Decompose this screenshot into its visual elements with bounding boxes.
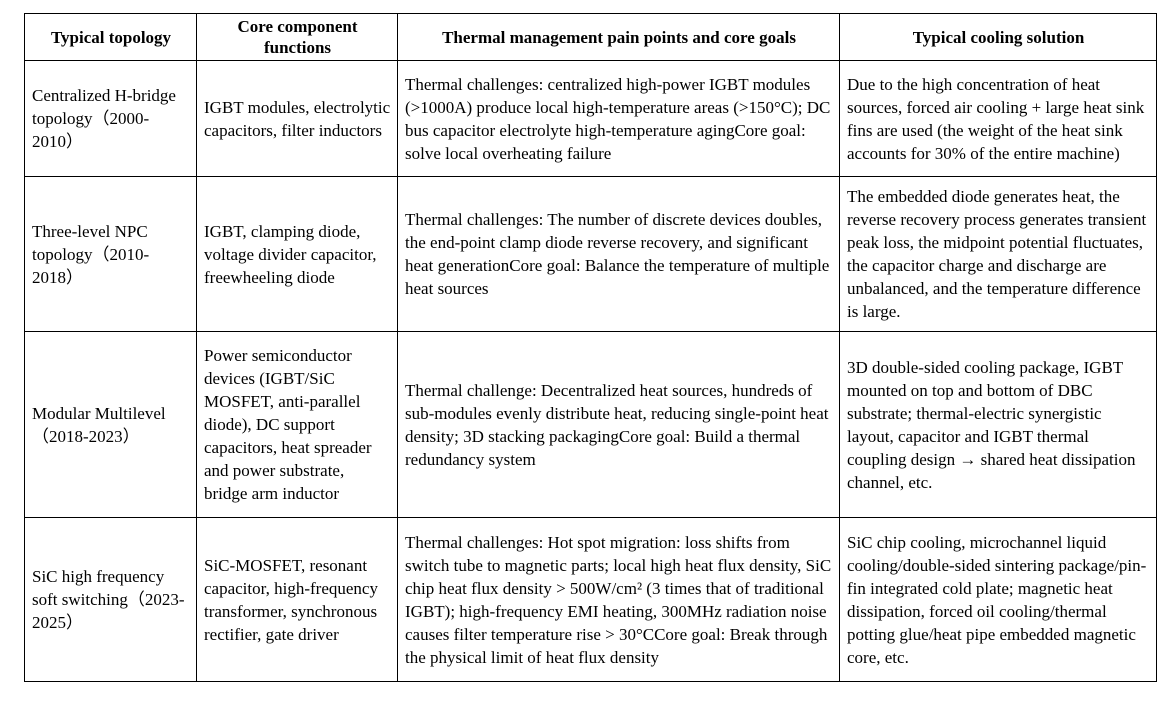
header-cell: Core component functions [196, 13, 398, 61]
table-cell: Three-level NPC topology（2010-2018） [24, 176, 197, 332]
header-row: Typical topology Core component functions… [24, 13, 1157, 61]
table-cell: SiC-MOSFET, resonant capacitor, high-fre… [196, 517, 398, 682]
table-header: Typical topology Core component functions… [24, 13, 1157, 61]
table-cell: 3D double-sided cooling package, IGBT mo… [839, 331, 1157, 518]
table-cell: Modular Multilevel（2018-2023） [24, 331, 197, 518]
table-row: Modular Multilevel（2018-2023） Power semic… [24, 331, 1157, 518]
table-cell: IGBT, clamping diode, voltage divider ca… [196, 176, 398, 332]
table-cell: Thermal challenges: centralized high-pow… [397, 60, 840, 177]
header-cell: Typical topology [24, 13, 197, 61]
table-body: Centralized H-bridge topology（2000-2010）… [24, 60, 1157, 682]
table-cell: IGBT modules, electrolytic capacitors, f… [196, 60, 398, 177]
table-cell: Thermal challenge: Decentralized heat so… [397, 331, 840, 518]
table-cell: The embedded diode generates heat, the r… [839, 176, 1157, 332]
header-cell: Thermal management pain points and core … [397, 13, 840, 61]
table-row: Three-level NPC topology（2010-2018） IGBT,… [24, 176, 1157, 332]
table-cell: Power semiconductor devices (IGBT/SiC MO… [196, 331, 398, 518]
table-cell: SiC chip cooling, microchannel liquid co… [839, 517, 1157, 682]
table-cell: Thermal challenges: Hot spot migration: … [397, 517, 840, 682]
table-cell: Due to the high concentration of heat so… [839, 60, 1157, 177]
table-cell: Thermal challenges: The number of discre… [397, 176, 840, 332]
table-row: Centralized H-bridge topology（2000-2010）… [24, 60, 1157, 177]
table-cell: Centralized H-bridge topology（2000-2010） [24, 60, 197, 177]
header-cell: Typical cooling solution [839, 13, 1157, 61]
topology-table: Typical topology Core component functions… [24, 13, 1157, 682]
table-cell: SiC high frequency soft switching（2023-2… [24, 517, 197, 682]
table-row: SiC high frequency soft switching（2023-2… [24, 517, 1157, 682]
